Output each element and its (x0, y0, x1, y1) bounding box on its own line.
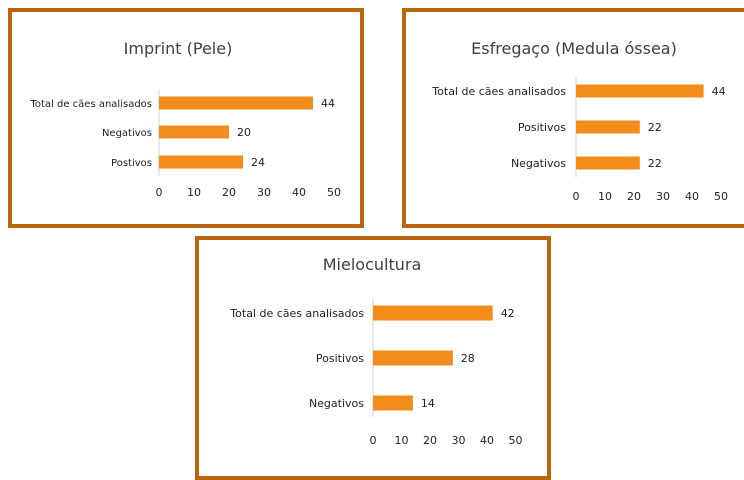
chart-svg: Mielocultura Total de cães analisados 42 Po… (229, 255, 523, 447)
category-label: Total de cães analisados (229, 307, 364, 320)
data-label: 20 (237, 126, 251, 139)
x-tick-label: 40 (480, 434, 494, 447)
x-tick-label: 20 (423, 434, 437, 447)
bar (373, 350, 453, 366)
data-label: 22 (648, 157, 662, 170)
bar (373, 395, 413, 411)
x-tick-label: 20 (222, 186, 236, 199)
x-tick-label: 50 (327, 186, 341, 199)
bar (576, 156, 640, 170)
chart-panel-imprint: Imprint (Pele) Total de cães analisados 44… (8, 8, 364, 228)
data-label: 44 (321, 97, 335, 110)
data-label: 24 (251, 156, 265, 169)
category-label: Negativos (102, 128, 152, 139)
chart-svg: Imprint (Pele) Total de cães analisados 44… (29, 39, 341, 199)
x-tick-label: 40 (292, 186, 306, 199)
chart-title: Esfregaço (Medula óssea) (471, 39, 677, 58)
category-label: Negativos (511, 157, 566, 170)
category-label: Postivos (111, 158, 152, 169)
chart-panel-mielocultura: Mielocultura Total de cães analisados 42 Po… (195, 236, 551, 480)
x-tick-label: 0 (156, 186, 163, 199)
x-tick-label: 10 (598, 190, 612, 203)
category-label: Negativos (309, 397, 364, 410)
chart-svg: Esfregaço (Medula óssea) Total de cães an… (431, 39, 728, 203)
data-label: 28 (461, 352, 475, 365)
chart-title: Imprint (Pele) (124, 39, 233, 58)
data-label: 22 (648, 121, 662, 134)
x-tick-label: 40 (685, 190, 699, 203)
x-tick-label: 50 (509, 434, 523, 447)
data-label: 44 (712, 85, 726, 98)
x-tick-label: 10 (395, 434, 409, 447)
x-tick-label: 0 (370, 434, 377, 447)
x-tick-label: 30 (656, 190, 670, 203)
x-tick-label: 20 (627, 190, 641, 203)
category-label: Total de cães analisados (431, 85, 566, 98)
chart-title: Mielocultura (323, 255, 422, 274)
bar (373, 305, 493, 321)
x-tick-label: 30 (257, 186, 271, 199)
data-label: 14 (421, 397, 435, 410)
category-label: Total de cães analisados (29, 99, 152, 110)
bar (159, 96, 313, 110)
bar (159, 125, 229, 139)
x-tick-label: 10 (187, 186, 201, 199)
category-label: Positivos (316, 352, 364, 365)
bar (576, 84, 704, 98)
x-tick-label: 50 (714, 190, 728, 203)
category-label: Positivos (518, 121, 566, 134)
x-tick-label: 0 (573, 190, 580, 203)
bar (159, 155, 243, 169)
bar (576, 120, 640, 134)
chart-panel-esfregaco: Esfregaço (Medula óssea) Total de cães an… (402, 8, 744, 228)
x-tick-label: 30 (452, 434, 466, 447)
data-label: 42 (501, 307, 515, 320)
